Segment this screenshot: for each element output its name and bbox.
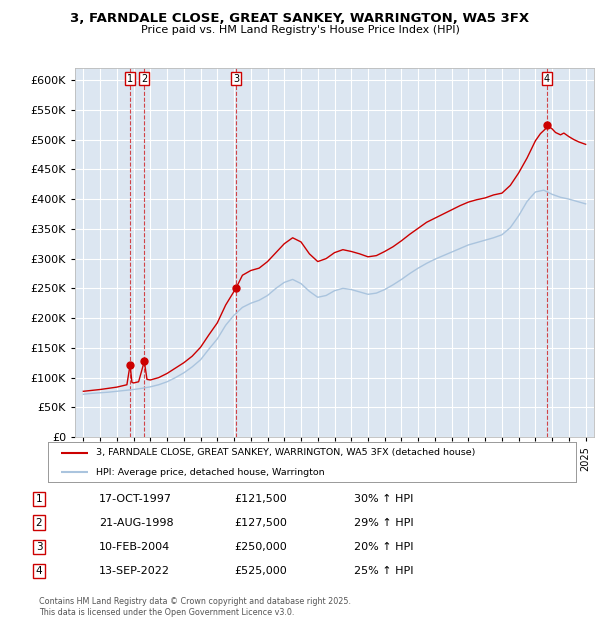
Text: 20% ↑ HPI: 20% ↑ HPI (354, 542, 413, 552)
Text: HPI: Average price, detached house, Warrington: HPI: Average price, detached house, Warr… (95, 467, 324, 477)
Text: 25% ↑ HPI: 25% ↑ HPI (354, 566, 413, 576)
Text: 3: 3 (233, 74, 239, 84)
Text: £525,000: £525,000 (234, 566, 287, 576)
Text: 10-FEB-2004: 10-FEB-2004 (99, 542, 170, 552)
Text: Contains HM Land Registry data © Crown copyright and database right 2025.
This d: Contains HM Land Registry data © Crown c… (39, 598, 351, 617)
Text: 4: 4 (35, 566, 43, 576)
Text: £250,000: £250,000 (234, 542, 287, 552)
Text: 30% ↑ HPI: 30% ↑ HPI (354, 494, 413, 504)
Text: 3, FARNDALE CLOSE, GREAT SANKEY, WARRINGTON, WA5 3FX (detached house): 3, FARNDALE CLOSE, GREAT SANKEY, WARRING… (95, 448, 475, 458)
Text: 3, FARNDALE CLOSE, GREAT SANKEY, WARRINGTON, WA5 3FX: 3, FARNDALE CLOSE, GREAT SANKEY, WARRING… (70, 12, 530, 25)
Text: 1: 1 (127, 74, 133, 84)
Text: Price paid vs. HM Land Registry's House Price Index (HPI): Price paid vs. HM Land Registry's House … (140, 25, 460, 35)
Text: 3: 3 (35, 542, 43, 552)
Text: 17-OCT-1997: 17-OCT-1997 (99, 494, 172, 504)
Text: 13-SEP-2022: 13-SEP-2022 (99, 566, 170, 576)
Text: 29% ↑ HPI: 29% ↑ HPI (354, 518, 413, 528)
Text: £127,500: £127,500 (234, 518, 287, 528)
Text: 2: 2 (35, 518, 43, 528)
Text: 2: 2 (141, 74, 148, 84)
Text: £121,500: £121,500 (234, 494, 287, 504)
Text: 4: 4 (544, 74, 550, 84)
Text: 21-AUG-1998: 21-AUG-1998 (99, 518, 173, 528)
Text: 1: 1 (35, 494, 43, 504)
